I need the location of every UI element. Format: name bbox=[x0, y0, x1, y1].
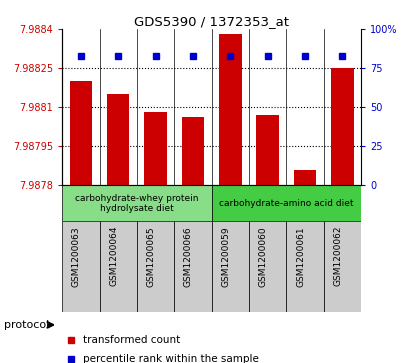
Text: percentile rank within the sample: percentile rank within the sample bbox=[83, 354, 259, 363]
Bar bbox=[182, 118, 204, 185]
Text: GSM1200060: GSM1200060 bbox=[259, 226, 268, 287]
Bar bbox=[249, 221, 286, 312]
Text: GSM1200064: GSM1200064 bbox=[109, 226, 118, 286]
Bar bbox=[62, 185, 212, 221]
Bar bbox=[219, 34, 242, 185]
Bar bbox=[174, 221, 212, 312]
Text: GSM1200059: GSM1200059 bbox=[221, 226, 230, 287]
Text: GSM1200061: GSM1200061 bbox=[296, 226, 305, 287]
Bar bbox=[144, 112, 167, 185]
Bar bbox=[286, 221, 324, 312]
Text: GSM1200066: GSM1200066 bbox=[184, 226, 193, 287]
Bar bbox=[70, 81, 92, 185]
Text: GSM1200065: GSM1200065 bbox=[146, 226, 156, 287]
Bar bbox=[212, 185, 361, 221]
Text: carbohydrate-amino acid diet: carbohydrate-amino acid diet bbox=[219, 199, 354, 208]
Bar bbox=[256, 115, 279, 185]
Bar bbox=[62, 221, 100, 312]
Bar bbox=[212, 221, 249, 312]
Text: protocol: protocol bbox=[4, 320, 49, 330]
Text: GSM1200063: GSM1200063 bbox=[72, 226, 81, 287]
Bar bbox=[331, 68, 354, 185]
Bar bbox=[294, 170, 316, 185]
Text: GSM1200062: GSM1200062 bbox=[333, 226, 342, 286]
Text: carbohydrate-whey protein
hydrolysate diet: carbohydrate-whey protein hydrolysate di… bbox=[75, 193, 199, 213]
Bar bbox=[324, 221, 361, 312]
Title: GDS5390 / 1372353_at: GDS5390 / 1372353_at bbox=[134, 15, 289, 28]
Bar bbox=[107, 94, 129, 185]
Bar bbox=[100, 221, 137, 312]
Text: transformed count: transformed count bbox=[83, 335, 180, 345]
Bar bbox=[137, 221, 174, 312]
